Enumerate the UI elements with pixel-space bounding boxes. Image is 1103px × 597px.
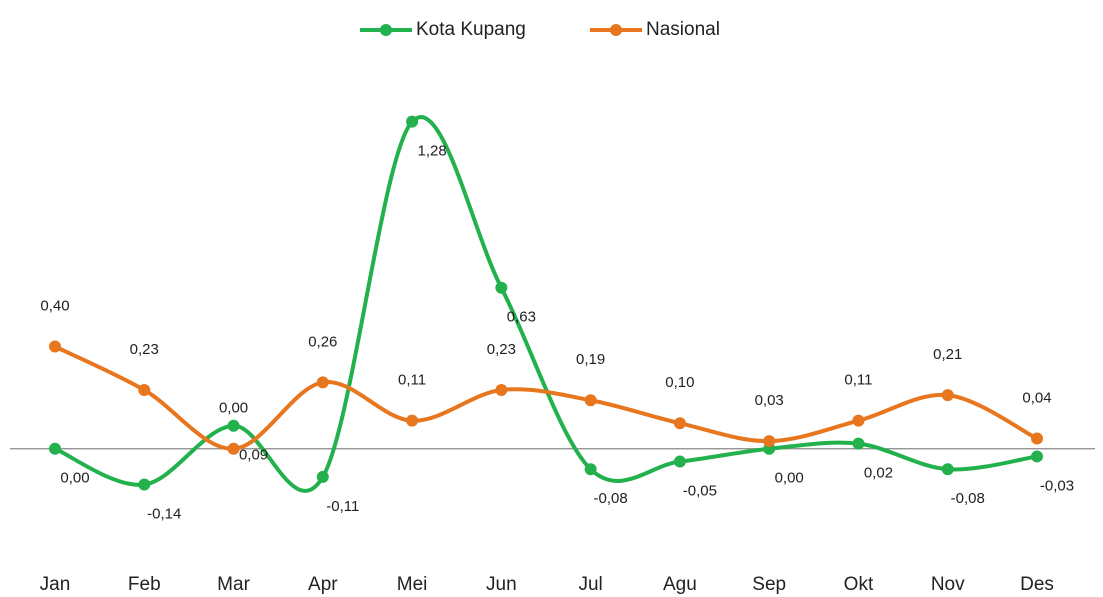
data-label: 0,40	[40, 298, 69, 315]
data-point	[316, 376, 329, 389]
data-point	[1031, 450, 1043, 463]
data-label: 0,26	[308, 333, 337, 350]
data-label: 1,28	[417, 143, 446, 160]
data-label: 0,09	[239, 447, 268, 464]
x-tick-label: Nov	[931, 574, 965, 595]
x-tick-label: Jun	[486, 574, 517, 595]
data-point	[852, 414, 865, 427]
data-label: 0,00	[219, 400, 248, 417]
data-label: 0,63	[507, 309, 536, 326]
data-label: 0,10	[665, 374, 694, 391]
x-tick-label: Mei	[397, 574, 428, 595]
series-line	[54, 344, 1038, 451]
data-point	[1031, 432, 1043, 445]
data-point	[763, 435, 776, 448]
data-label: 0,00	[60, 470, 89, 487]
x-tick-label: Apr	[308, 574, 338, 595]
data-label: 0,11	[398, 372, 426, 389]
data-label: -0,11	[326, 498, 359, 515]
data-label: 0,00	[775, 470, 804, 487]
data-label: 0,21	[933, 346, 962, 363]
data-point	[49, 340, 61, 353]
data-label: -0,14	[147, 506, 181, 523]
data-point	[941, 389, 954, 402]
x-tick-label: Agu	[663, 574, 697, 595]
data-point	[227, 442, 240, 455]
data-point	[941, 463, 954, 476]
x-tick-label: Jul	[578, 574, 602, 595]
data-label: -0,08	[951, 490, 985, 507]
data-point	[227, 419, 240, 432]
data-label: 0,02	[864, 465, 893, 482]
data-point	[673, 417, 686, 430]
data-label: 0,11	[844, 372, 872, 389]
data-point	[673, 455, 686, 468]
data-label: 0,23	[487, 341, 516, 358]
data-point	[495, 384, 508, 396]
data-label: -0,08	[594, 490, 628, 507]
x-tick-label: Feb	[128, 574, 161, 595]
legend-marker	[610, 24, 622, 36]
data-label: 0,19	[576, 351, 605, 368]
legend-label: Kota Kupang	[416, 19, 526, 40]
data-point	[584, 463, 597, 476]
legend-marker	[380, 24, 392, 36]
data-label: -0,05	[683, 483, 717, 500]
data-point	[49, 442, 61, 455]
x-tick-label: Sep	[752, 574, 786, 595]
data-point	[138, 478, 151, 491]
x-tick-label: Mar	[217, 574, 250, 595]
x-tick-label: Jan	[40, 574, 71, 595]
data-point	[852, 437, 865, 450]
data-label: 0,04	[1022, 390, 1051, 407]
data-point	[584, 394, 597, 407]
data-point	[406, 115, 419, 128]
data-point	[406, 414, 419, 427]
data-point	[316, 470, 329, 483]
data-label: 0,23	[130, 341, 159, 358]
x-tick-label: Okt	[844, 574, 874, 595]
data-label: 0,03	[755, 392, 784, 409]
x-tick-label: Des	[1020, 574, 1054, 595]
data-label: -0,03	[1040, 477, 1074, 494]
data-point	[495, 281, 508, 294]
data-point	[138, 384, 151, 396]
legend-label: Nasional	[646, 19, 720, 40]
